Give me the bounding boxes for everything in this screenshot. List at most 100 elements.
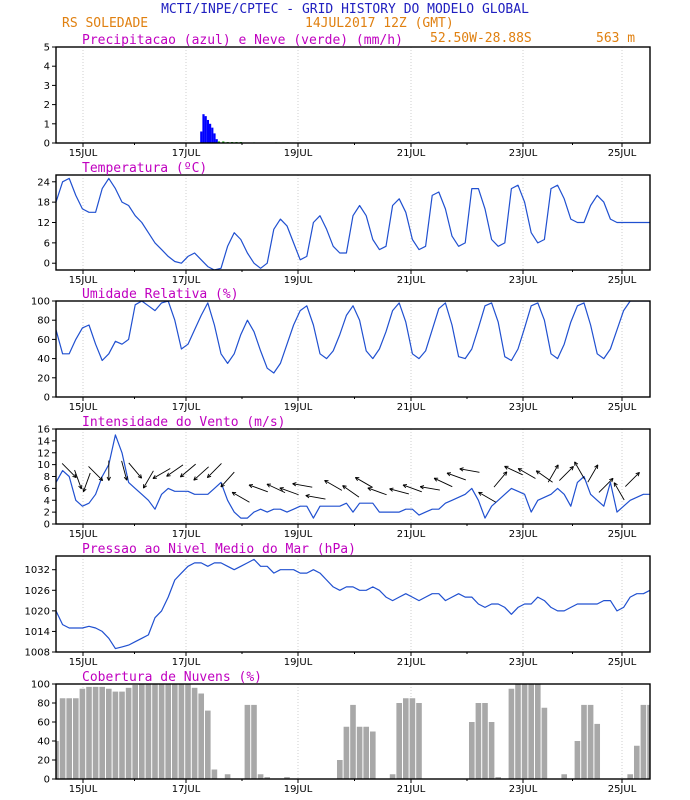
humidity-panel: 0 20 40 60 80 100 15JUL 17JUL 19JUL 21JUL 23JUL 25J… — [31, 287, 651, 413]
wind-arrow-head — [123, 476, 128, 481]
cloud-area-bar — [72, 698, 79, 779]
cloud-area-bar — [561, 774, 568, 779]
cloud-area-bar — [86, 686, 92, 779]
temp-line — [56, 177, 650, 270]
cloud-area-bar — [171, 684, 178, 779]
temp-ytick-label: 12 — [37, 218, 50, 229]
wind-arrow-head — [82, 487, 87, 493]
cloud-ytick-label: 60 — [37, 718, 50, 729]
cloud-area-bar — [132, 684, 139, 779]
wind-arrow — [574, 461, 585, 480]
pressure-ytick-label: 1008 — [25, 648, 50, 659]
wind-arrow-head — [248, 484, 254, 489]
wind-arrow — [292, 483, 313, 488]
wind-arrow — [88, 466, 103, 481]
precip-bar — [200, 131, 203, 143]
wind-ytick-label: 12 — [37, 448, 50, 459]
cloud-area-bar — [59, 698, 66, 779]
humidity-title: Umidade Relativa (%) — [82, 287, 239, 302]
pressure-ytick-label: 1026 — [25, 586, 50, 597]
cloud-xtick-label: 21JUL — [397, 784, 426, 795]
humidity-xtick-label: 17JUL — [172, 402, 201, 413]
precip-ytick-label: 2 — [44, 100, 50, 111]
precip-bar — [209, 123, 212, 143]
cloud-ytick-label: 80 — [37, 699, 50, 710]
pressure-xtick-label: 21JUL — [397, 657, 426, 668]
wind-arrow — [74, 469, 82, 490]
wind-ytick-label: 14 — [37, 436, 50, 447]
cloud-area-bar — [158, 684, 165, 779]
humidity-xtick-label: 23JUL — [509, 402, 538, 413]
wind-arrow-head — [220, 482, 225, 488]
temp-xtick-label: 25JUL — [608, 275, 637, 286]
cloud-area-bar — [633, 745, 640, 779]
run-datetime: 14JUL2017 12Z (GMT) — [305, 16, 454, 31]
wind-arrow — [355, 477, 373, 488]
wind-ytick-label: 8 — [44, 472, 50, 483]
wind-arrow — [152, 468, 171, 479]
precip-title: Precipitacao (azul) e Neve (verde) (mm/h… — [82, 33, 403, 48]
meteogram-title: MCTI/INPE/CPTEC - GRID HISTORY DO MODELO… — [161, 2, 529, 17]
wind-arrow — [504, 465, 523, 476]
cloud-ytick-label: 100 — [31, 680, 50, 691]
pressure-xtick-label: 19JUL — [284, 657, 313, 668]
cloud-area-bar — [257, 774, 264, 779]
precip-bar — [206, 119, 209, 143]
humidity-xtick-label: 19JUL — [284, 402, 313, 413]
cloud-area-bar — [594, 723, 601, 779]
precip-ytick-label: 0 — [44, 139, 50, 150]
precip-xtick-label: 15JUL — [69, 148, 98, 159]
wind-arrow-head — [179, 473, 185, 478]
wind-arrow-head — [419, 485, 425, 490]
humidity-ytick-label: 20 — [37, 373, 50, 384]
precip-bar — [217, 141, 220, 143]
wind-arrow — [180, 463, 196, 478]
wind-arrow — [420, 486, 440, 491]
precip-bar — [204, 116, 207, 143]
wind-arrow — [598, 478, 614, 493]
wind-arrow-head — [635, 471, 640, 477]
humidity-ytick-label: 60 — [37, 335, 50, 346]
cloud-area-bar — [416, 703, 422, 779]
humidity-line — [56, 301, 650, 374]
wind-arrow-head — [594, 464, 599, 469]
temp-title: Temperatura (ºC) — [82, 161, 207, 176]
cloud-area-bar — [99, 686, 106, 779]
cloud-area-bar — [198, 693, 205, 779]
cloud-area-bar — [402, 698, 409, 779]
cloud-area-bar — [244, 704, 251, 779]
temp-ytick-label: 6 — [44, 238, 50, 249]
wind-arrow — [193, 466, 209, 481]
wind-title: Intensidade do Vento (m/s) — [82, 415, 286, 430]
wind-frame — [55, 428, 651, 525]
pressure-xtick-label: 25JUL — [608, 657, 637, 668]
cloud-area-bar — [152, 684, 158, 779]
wind-xtick-label: 15JUL — [69, 529, 98, 540]
wind-arrow-head — [502, 471, 508, 476]
cloud-area-bar — [251, 704, 257, 779]
wind-arrow-head — [266, 483, 271, 488]
cloud-ytick-label: 20 — [37, 756, 50, 767]
wind-arrow-head — [354, 476, 360, 481]
wind-arrow — [231, 491, 250, 503]
pressure-xtick-label: 15JUL — [69, 657, 98, 668]
wind-arrow-head — [433, 477, 439, 482]
wind-arrow-head — [609, 477, 614, 483]
cloud-xtick-label: 23JUL — [509, 784, 538, 795]
wind-arrow — [559, 466, 574, 481]
wind-ytick-label: 4 — [44, 496, 50, 507]
pressure-ytick-label: 1014 — [25, 627, 50, 638]
wind-arrow — [207, 463, 222, 478]
precip-frame — [55, 46, 651, 144]
cloud-area-bar — [165, 684, 172, 779]
temp-xtick-label: 21JUL — [397, 275, 426, 286]
temp-xtick-label: 15JUL — [69, 275, 98, 286]
wind-arrow-head — [446, 472, 452, 477]
cloud-title: Cobertura de Nuvens (%) — [82, 670, 262, 685]
pressure-xtick-label: 23JUL — [509, 657, 538, 668]
wind-arrow-head — [231, 491, 237, 496]
cloud-area-bar — [350, 704, 356, 779]
temp-frame — [55, 174, 651, 271]
wind-arrow-head — [574, 461, 579, 466]
